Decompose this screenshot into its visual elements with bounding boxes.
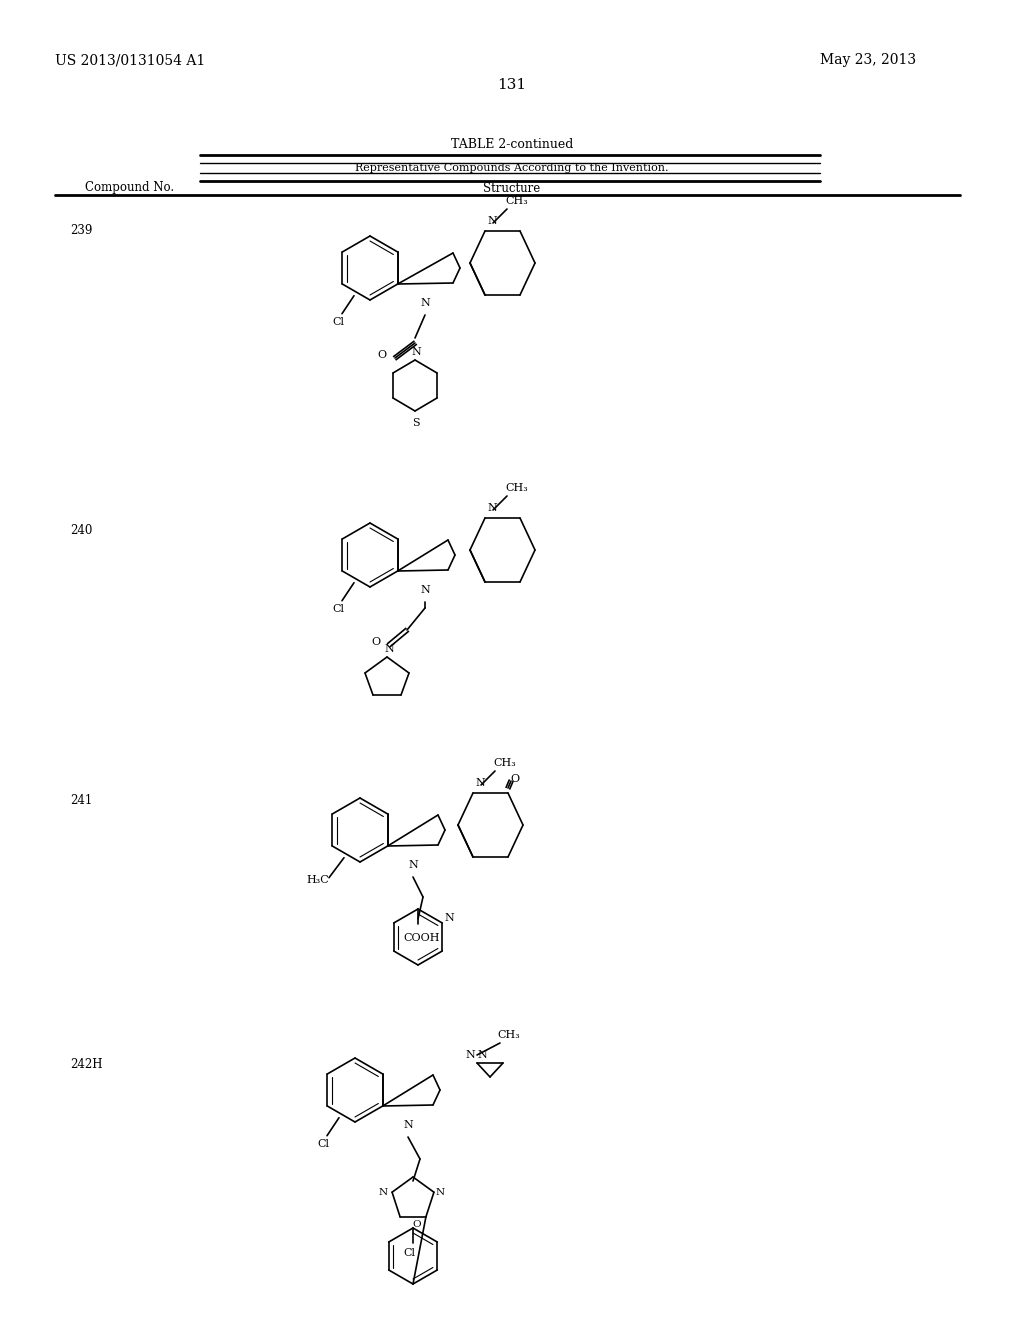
Text: May 23, 2013: May 23, 2013 bbox=[820, 53, 916, 67]
Text: O: O bbox=[412, 1220, 421, 1229]
Text: N: N bbox=[487, 216, 497, 226]
Text: COOH: COOH bbox=[403, 933, 439, 942]
Text: Structure: Structure bbox=[483, 181, 541, 194]
Text: O: O bbox=[377, 350, 386, 360]
Text: 241: 241 bbox=[70, 793, 92, 807]
Text: CH₃: CH₃ bbox=[493, 758, 516, 768]
Text: 242H: 242H bbox=[70, 1059, 102, 1072]
Text: Representative Compounds According to the Invention.: Representative Compounds According to th… bbox=[355, 162, 669, 173]
Text: N: N bbox=[475, 777, 484, 788]
Text: N: N bbox=[420, 298, 430, 308]
Text: TABLE 2-continued: TABLE 2-continued bbox=[451, 139, 573, 152]
Text: CH₃: CH₃ bbox=[497, 1030, 520, 1040]
Text: N: N bbox=[436, 1188, 445, 1197]
Text: CH₃: CH₃ bbox=[505, 483, 527, 492]
Text: CH₃: CH₃ bbox=[505, 195, 527, 206]
Text: H₃C: H₃C bbox=[306, 875, 329, 884]
Text: Compound No.: Compound No. bbox=[85, 181, 174, 194]
Text: O: O bbox=[371, 638, 380, 647]
Text: 240: 240 bbox=[70, 524, 92, 536]
Text: N: N bbox=[411, 347, 421, 356]
Text: N: N bbox=[487, 503, 497, 513]
Text: N: N bbox=[465, 1049, 475, 1060]
Text: Cl: Cl bbox=[332, 603, 344, 614]
Text: N: N bbox=[420, 585, 430, 595]
Text: 131: 131 bbox=[498, 78, 526, 92]
Text: O: O bbox=[510, 774, 519, 784]
Text: 239: 239 bbox=[70, 223, 92, 236]
Text: N: N bbox=[477, 1049, 486, 1060]
Text: N: N bbox=[403, 1119, 413, 1130]
Text: Cl: Cl bbox=[332, 317, 344, 327]
Text: S: S bbox=[412, 418, 420, 428]
Text: N: N bbox=[408, 861, 418, 870]
Text: N: N bbox=[444, 913, 454, 923]
Text: N: N bbox=[384, 644, 394, 653]
Text: Cl: Cl bbox=[403, 1247, 415, 1258]
Text: Cl: Cl bbox=[317, 1139, 329, 1148]
Text: N: N bbox=[378, 1188, 387, 1197]
Text: US 2013/0131054 A1: US 2013/0131054 A1 bbox=[55, 53, 205, 67]
